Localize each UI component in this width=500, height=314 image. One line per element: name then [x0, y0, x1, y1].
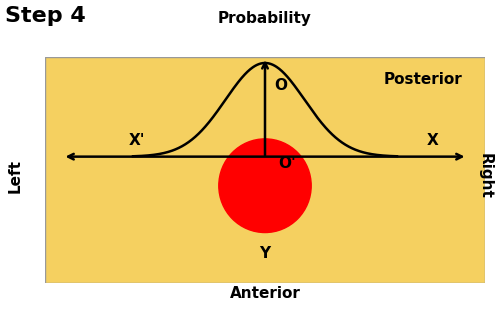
Text: Y: Y [260, 246, 270, 261]
Text: Posterior: Posterior [384, 72, 463, 87]
Text: O: O [274, 78, 287, 93]
Text: X': X' [129, 133, 146, 148]
Text: Right: Right [478, 153, 492, 199]
Text: Step 4: Step 4 [5, 6, 86, 26]
Text: O': O' [278, 156, 296, 171]
Text: Anterior: Anterior [230, 286, 300, 301]
Text: Left: Left [8, 159, 22, 193]
Text: X: X [426, 133, 438, 148]
Text: Probability: Probability [218, 11, 312, 26]
Ellipse shape [219, 139, 311, 233]
